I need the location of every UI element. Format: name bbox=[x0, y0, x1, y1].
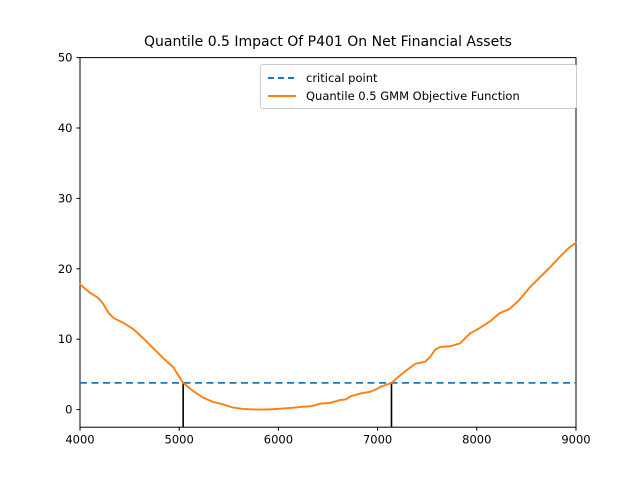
y-tick-label: 0 bbox=[65, 403, 72, 417]
objective-function-polyline bbox=[79, 241, 577, 411]
y-tick-label: 10 bbox=[58, 332, 73, 346]
y-tick-label: 30 bbox=[58, 191, 73, 205]
solid-line-sample-icon bbox=[268, 95, 296, 97]
x-tick-label: 8000 bbox=[462, 433, 491, 447]
x-tick-label: 6000 bbox=[264, 433, 293, 447]
y-tick-label: 20 bbox=[58, 262, 73, 276]
legend: critical point Quantile 0.5 GMM Objectiv… bbox=[260, 64, 577, 109]
chart-title: Quantile 0.5 Impact Of P401 On Net Finan… bbox=[144, 34, 512, 50]
x-tick-label: 4000 bbox=[65, 433, 94, 447]
y-tick-label: 50 bbox=[58, 51, 73, 65]
legend-label-objective-function: Quantile 0.5 GMM Objective Function bbox=[306, 89, 520, 103]
y-axis: 0 10 20 30 40 50 bbox=[58, 51, 80, 417]
y-tick-label: 40 bbox=[58, 121, 73, 135]
dashed-line-sample-icon bbox=[268, 77, 296, 79]
x-tick-label: 5000 bbox=[165, 433, 194, 447]
plot-border bbox=[79, 57, 577, 428]
critical-vlines bbox=[182, 382, 393, 428]
x-tick-label: 7000 bbox=[363, 433, 392, 447]
objective-function-curve bbox=[79, 241, 577, 411]
x-tick-label: 9000 bbox=[561, 433, 590, 447]
x-axis: 4000 5000 6000 7000 8000 9000 bbox=[65, 427, 591, 447]
axes-spines bbox=[79, 57, 577, 428]
legend-item-objective-function: Quantile 0.5 GMM Objective Function bbox=[268, 88, 568, 104]
legend-item-critical-point: critical point bbox=[268, 70, 568, 86]
legend-label-critical-point: critical point bbox=[306, 71, 378, 85]
